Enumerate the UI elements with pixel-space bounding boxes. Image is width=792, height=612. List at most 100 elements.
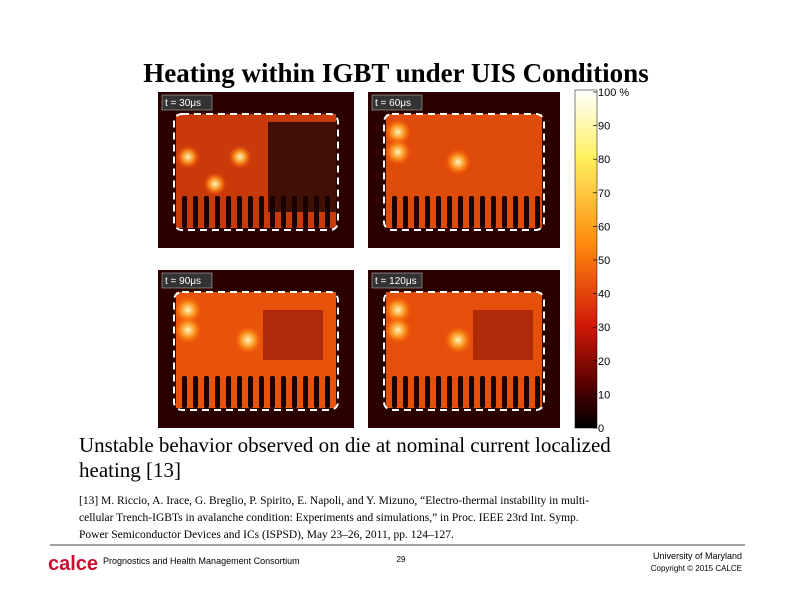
- finger: [193, 196, 198, 228]
- finger: [403, 376, 408, 408]
- cool-region: [473, 310, 533, 360]
- hot-spot: [383, 137, 413, 167]
- colorbar-label: 60: [598, 221, 610, 233]
- finger: [259, 376, 264, 408]
- time-label: t = 120μs: [375, 276, 417, 287]
- finger: [535, 196, 540, 228]
- finger: [458, 196, 463, 228]
- colorbar-label: 0: [598, 423, 604, 435]
- colorbar: [574, 89, 598, 429]
- colorbar-label: 50: [598, 255, 610, 267]
- reference-text: [13] M. Riccio, A. Irace, G. Breglio, P.…: [79, 495, 589, 507]
- hot-spot: [202, 171, 228, 197]
- finger: [314, 196, 319, 228]
- footer-logo: calce: [48, 553, 98, 575]
- die-outline: [173, 113, 339, 231]
- finger: [182, 376, 187, 408]
- finger: [502, 196, 507, 228]
- colorbar-label: 40: [598, 289, 610, 301]
- colorbar-label: 10: [598, 389, 610, 401]
- finger: [237, 196, 242, 228]
- finger: [425, 196, 430, 228]
- finger: [513, 376, 518, 408]
- finger: [469, 196, 474, 228]
- finger: [392, 376, 397, 408]
- finger: [248, 196, 253, 228]
- finger: [524, 196, 529, 228]
- finger: [425, 376, 430, 408]
- colorbar-label: 30: [598, 322, 610, 334]
- reference-text: Power Semiconductor Devices and ICs (ISP…: [79, 529, 454, 541]
- finger: [447, 376, 452, 408]
- label-box: [161, 272, 213, 289]
- finger: [458, 376, 463, 408]
- hot-spot: [227, 144, 253, 170]
- finger: [414, 196, 419, 228]
- finger: [226, 196, 231, 228]
- body-text: Unstable behavior observed on die at nom…: [79, 433, 611, 457]
- finger: [270, 196, 275, 228]
- finger: [436, 196, 441, 228]
- hot-spot: [443, 147, 473, 177]
- finger: [392, 196, 397, 228]
- finger: [204, 376, 209, 408]
- finger: [193, 376, 198, 408]
- colorbar-label: 70: [598, 188, 610, 200]
- time-label: t = 60μs: [375, 98, 411, 109]
- colorbar-label: 20: [598, 356, 610, 368]
- footer-university: University of Maryland: [653, 551, 742, 561]
- die-outline: [383, 291, 545, 411]
- label-box: [371, 272, 423, 289]
- die-outline: [173, 291, 339, 411]
- label-box: [161, 94, 213, 111]
- finger: [314, 376, 319, 408]
- cool-region: [263, 310, 323, 360]
- finger: [436, 376, 441, 408]
- die-outline: [383, 113, 545, 231]
- finger: [491, 376, 496, 408]
- finger: [259, 196, 264, 228]
- hot-spot: [172, 314, 204, 346]
- finger: [469, 376, 474, 408]
- footer-copyright: Copyright © 2015 CALCE: [651, 564, 742, 573]
- finger: [281, 196, 286, 228]
- finger: [524, 376, 529, 408]
- finger: [325, 376, 330, 408]
- finger: [215, 196, 220, 228]
- finger: [303, 196, 308, 228]
- finger: [535, 376, 540, 408]
- colorbar-label: 80: [598, 154, 610, 166]
- finger: [491, 196, 496, 228]
- hot-spot: [175, 144, 201, 170]
- finger: [480, 196, 485, 228]
- finger: [215, 376, 220, 408]
- slide-title: Heating within IGBT under UIS Conditions: [143, 58, 648, 88]
- cool-region: [268, 122, 336, 212]
- hot-spot: [383, 315, 413, 345]
- finger: [502, 376, 507, 408]
- finger: [204, 196, 209, 228]
- finger: [447, 196, 452, 228]
- finger: [325, 196, 330, 228]
- finger: [513, 196, 518, 228]
- time-label: t = 90μs: [165, 276, 201, 287]
- finger: [292, 376, 297, 408]
- finger: [281, 376, 286, 408]
- footer-consortium: Prognostics and Health Management Consor…: [103, 556, 300, 566]
- hot-spot: [443, 325, 473, 355]
- time-label: t = 30μs: [165, 98, 201, 109]
- finger: [414, 376, 419, 408]
- page-number: 29: [397, 555, 406, 564]
- colorbar-label: 90: [598, 121, 610, 133]
- finger: [403, 196, 408, 228]
- reference-text: cellular Trench-IGBTs in avalanche condi…: [79, 512, 579, 524]
- body-text: heating [13]: [79, 458, 181, 482]
- finger: [237, 376, 242, 408]
- hot-spot: [232, 324, 264, 356]
- colorbar-label: 100 %: [598, 87, 629, 99]
- finger: [292, 196, 297, 228]
- finger: [303, 376, 308, 408]
- finger: [480, 376, 485, 408]
- finger: [182, 196, 187, 228]
